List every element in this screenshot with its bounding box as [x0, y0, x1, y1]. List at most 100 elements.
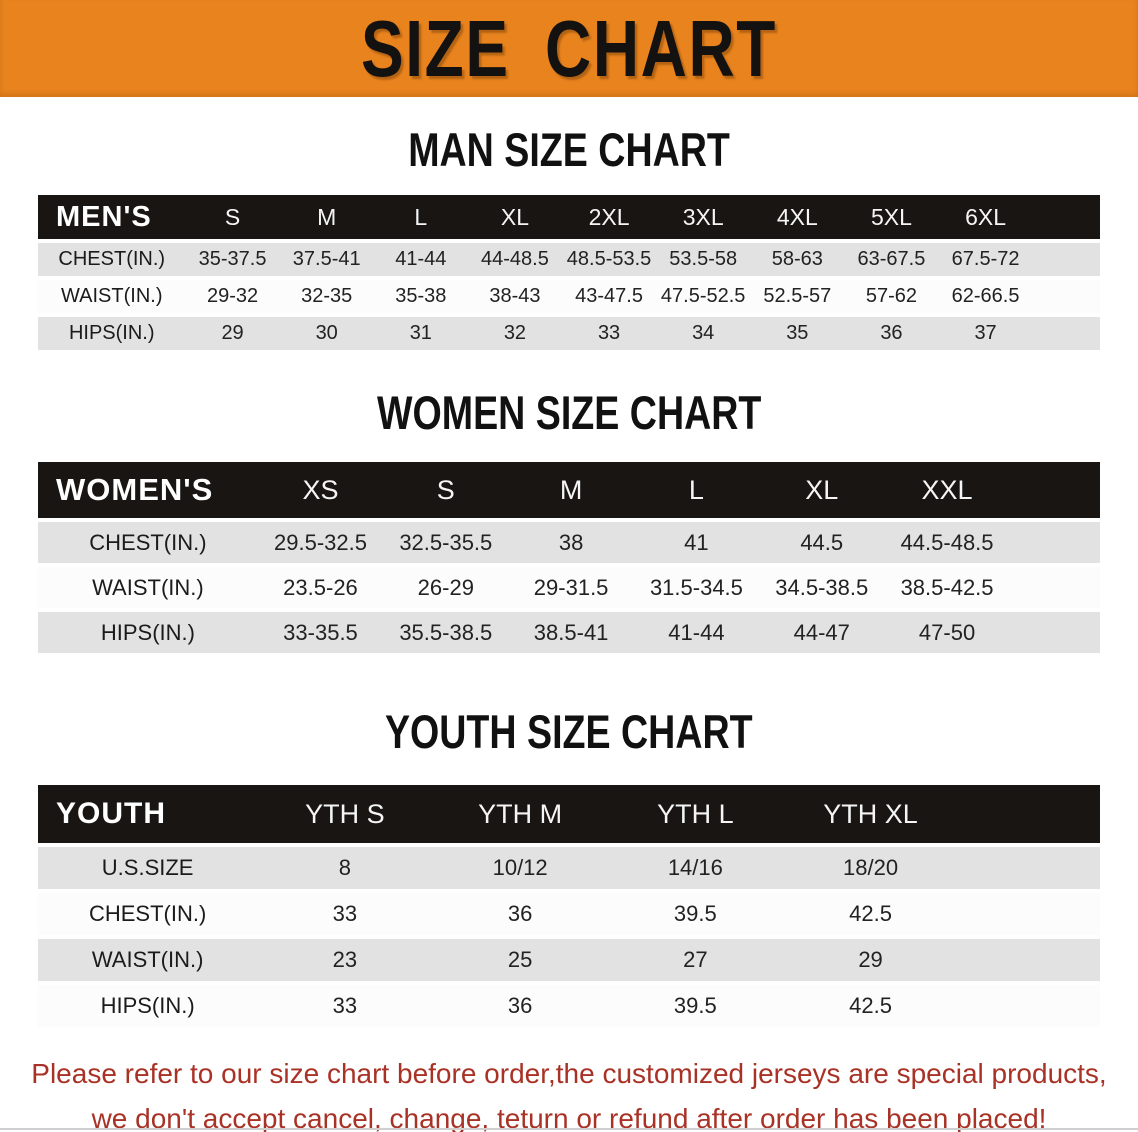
size-column-header: XXL [921, 474, 973, 505]
measurement-value: 29 [221, 322, 244, 344]
measurement-value: 38.5-41 [533, 619, 609, 645]
measurement-row: CHEST(IN.) 35-37.5 37.5-41 41-44 44-48.5 48.5… [38, 243, 1100, 276]
women-size-table: WOMEN'S XS S M L XL XXL CHEST(IN.) 29.5-32.5 32.5… [0, 458, 1138, 657]
spacer-cell [1033, 195, 1100, 239]
size-column-header: S [224, 203, 241, 230]
table-header-label: YOUTH [56, 797, 166, 830]
measurement-value: 32 [503, 322, 527, 344]
measurement-value: 43-47.5 [575, 285, 643, 307]
measurement-value: 25 [507, 947, 533, 972]
measurement-value: 29.5-32.5 [274, 529, 367, 555]
measurement-value: 33-35.5 [283, 619, 358, 645]
size-column-header: 4XL [776, 203, 818, 230]
banner: SIZE CHART [0, 0, 1138, 97]
measurement-value: 44-48.5 [481, 248, 549, 270]
measurement-value: 29-32 [206, 285, 259, 307]
table-header-label: MEN'S [56, 200, 152, 233]
spacer-cell [958, 939, 1100, 981]
measurement-value: 35-37.5 [198, 248, 267, 270]
measurement-value: 33 [332, 901, 358, 926]
spacer-cell [1010, 567, 1100, 608]
measurement-row: WAIST(IN.) 23.5-26 26-29 29-31.5 31.5-34.5 34… [38, 567, 1100, 608]
spacer-cell [1033, 317, 1100, 350]
women-section-heading: WOMEN SIZE CHART [0, 388, 1138, 438]
measurement-value: 38 [558, 529, 584, 555]
measurement-value: 47.5-52.5 [660, 285, 746, 307]
measurement-value: 23 [332, 947, 358, 972]
banner-title-text: SIZE CHART [361, 4, 777, 93]
measurement-value: 62-66.5 [951, 285, 1020, 307]
men-section-heading-text: MAN SIZE CHART [408, 123, 730, 176]
spacer-cell [958, 785, 1100, 843]
measurement-label: HIPS(IN.) [100, 993, 195, 1018]
measurement-row: HIPS(IN.) 33 36 39.5 42.5 [38, 985, 1100, 1027]
youth-section-heading-text: YOUTH SIZE CHART [385, 705, 753, 758]
measurement-value: 33 [332, 993, 358, 1018]
spacer-cell [958, 847, 1100, 889]
size-column-header: 2XL [588, 203, 630, 230]
measurement-value: 38-43 [489, 285, 541, 307]
measurement-value: 36 [507, 993, 533, 1018]
spacer-cell [1010, 522, 1100, 563]
measurement-value: 29 [858, 947, 883, 972]
measurement-label: CHEST(IN.) [58, 248, 166, 270]
size-column-header: YTH S [305, 798, 385, 829]
measurement-value: 35 [786, 322, 809, 344]
men-size-table: MEN'S S M L XL 2XL 3XL 4XL 5XL 6XL CHEST(IN.) 35-37… [0, 191, 1138, 354]
measurement-value: 39.5 [673, 901, 717, 926]
measurement-value: 37.5-41 [292, 248, 361, 270]
measurement-value: 63-67.5 [857, 248, 926, 270]
size-column-header: XS [302, 474, 339, 505]
measurement-value: 42.5 [849, 901, 892, 926]
women-section-heading-text: WOMEN SIZE CHART [376, 386, 762, 439]
measurement-row: HIPS(IN.) 29 30 31 32 33 34 35 36 37 [38, 317, 1100, 350]
size-column-header: M [317, 203, 337, 230]
table-header-row: MEN'S S M L XL 2XL 3XL 4XL 5XL 6XL [38, 195, 1100, 239]
banner-title: SIZE CHART [309, 0, 829, 97]
table-header-label: WOMEN'S [56, 472, 214, 507]
spacer-cell [958, 985, 1100, 1027]
measurement-row: CHEST(IN.) 29.5-32.5 32.5-35.5 38 41 44.5 44.5… [38, 522, 1100, 563]
measurement-value: 34 [692, 322, 715, 344]
measurement-value: 53.5-58 [669, 248, 738, 270]
measurement-value: 30 [315, 322, 338, 344]
measurement-value: 44.5 [800, 529, 844, 555]
measurement-label: HIPS(IN.) [68, 322, 155, 344]
section-women: WOMEN SIZE CHART WOMEN'S XS S M L XL XXL CHEST(… [0, 388, 1138, 657]
measurement-value: 31 [409, 322, 432, 344]
table-header-row: YOUTH YTH S YTH M YTH L YTH XL [38, 785, 1100, 843]
measurement-value: 48.5-53.5 [566, 248, 652, 270]
measurement-value: 52.5-57 [763, 285, 832, 307]
measurement-row: CHEST(IN.) 33 36 39.5 42.5 [38, 893, 1100, 935]
measurement-value: 32.5-35.5 [399, 529, 493, 555]
size-column-header: L [688, 474, 704, 505]
measurement-value: 14/16 [667, 855, 723, 880]
measurement-value: 36 [880, 322, 903, 344]
measurement-row: U.S.SIZE 8 10/12 14/16 18/20 [38, 847, 1100, 889]
measurement-value: 18/20 [843, 855, 899, 880]
measurement-value: 23.5-26 [283, 574, 358, 600]
size-column-header: 5XL [870, 203, 912, 230]
spacer-cell [1010, 462, 1100, 518]
size-column-header: YTH M [478, 798, 563, 829]
measurement-value: 42.5 [849, 993, 892, 1018]
spacer-cell [1033, 243, 1100, 276]
section-men: MAN SIZE CHART MEN'S S M L XL 2XL 3XL 4XL 5XL 6XL… [0, 125, 1138, 354]
measurement-label: CHEST(IN.) [88, 901, 207, 926]
measurement-label: HIPS(IN.) [100, 619, 195, 645]
bottom-divider [0, 1128, 1138, 1130]
youth-section-heading: YOUTH SIZE CHART [0, 707, 1138, 757]
size-table: MEN'S S M L XL 2XL 3XL 4XL 5XL 6XL CHEST(IN.) 35-37… [38, 191, 1100, 354]
measurement-value: 41 [684, 529, 709, 555]
measurement-value: 32-35 [301, 285, 353, 307]
measurement-value: 10/12 [492, 855, 548, 880]
measurement-label: WAIST(IN.) [92, 574, 204, 600]
measurement-value: 57-62 [865, 285, 918, 307]
size-column-header: S [436, 474, 455, 505]
disclaimer: Please refer to our size chart before or… [0, 1051, 1138, 1132]
youth-size-table: YOUTH YTH S YTH M YTH L YTH XL U.S.SIZE 8 10/12… [0, 781, 1138, 1031]
disclaimer-line-2: we don't accept cancel, change, teturn o… [91, 1103, 1047, 1132]
spacer-cell [958, 893, 1100, 935]
spacer-cell [1033, 280, 1100, 313]
